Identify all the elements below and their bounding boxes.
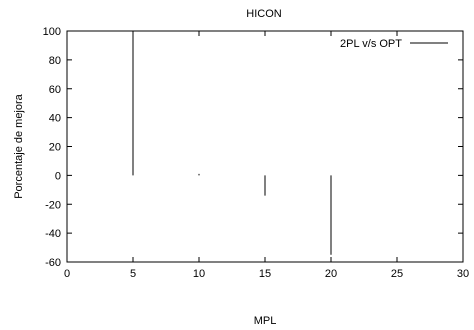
- x-tick-label: 30: [457, 268, 469, 280]
- y-tick-label: -20: [45, 199, 61, 211]
- x-axis-label: MPL: [254, 315, 277, 327]
- y-tick-label: 100: [43, 26, 61, 38]
- x-tick-label: 15: [259, 268, 271, 280]
- y-tick-label: 80: [49, 55, 61, 67]
- plot-border: [66, 30, 464, 263]
- y-tick-label: 60: [49, 84, 61, 96]
- chart-title: HICON: [246, 8, 282, 20]
- legend-entry-label: 2PL v/s OPT: [340, 38, 402, 50]
- x-tick-label: 25: [391, 268, 403, 280]
- x-tick-label: 10: [193, 268, 205, 280]
- x-tick-label: 0: [64, 268, 70, 280]
- y-tick-label: -40: [45, 228, 61, 240]
- y-axis-ticks: -60 -40 -20 0 20 40 60 80 100: [43, 26, 463, 269]
- x-axis-ticks: 0 5 10 15 20 25 30: [64, 31, 469, 280]
- y-tick-label: 0: [55, 170, 61, 182]
- y-tick-label: -60: [45, 257, 61, 269]
- x-tick-label: 20: [325, 268, 337, 280]
- plot-frame: [66, 30, 464, 263]
- y-tick-label: 40: [49, 113, 61, 125]
- y-tick-label: 20: [49, 142, 61, 154]
- x-tick-label: 5: [130, 268, 136, 280]
- legend: 2PL v/s OPT: [340, 38, 448, 50]
- series-marks: [132, 31, 332, 255]
- y-axis-label: Porcentaje de mejora: [13, 93, 25, 198]
